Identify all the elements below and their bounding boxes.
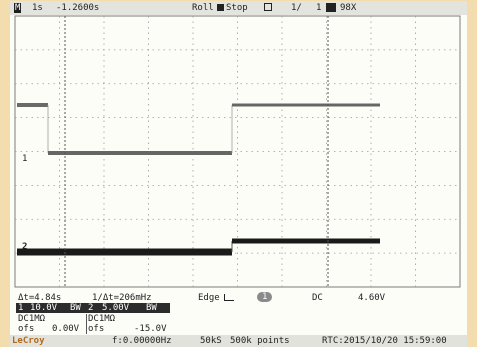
ch1-offset-label: ofs	[18, 324, 35, 334]
status-bar: M 1s -1.2600s Roll Stop 1/ 1 98X	[10, 1, 467, 15]
stop-square-icon	[217, 4, 224, 11]
rising-edge-icon	[224, 294, 234, 301]
frequency-readout: f:0.00000Hz	[112, 336, 172, 346]
ch1-ground-marker[interactable]: 1	[22, 154, 28, 164]
trigger-type[interactable]: Edge	[198, 293, 220, 303]
ch2-coupling[interactable]: DC1MΩ	[88, 314, 116, 324]
brand-logo: LeCroy	[12, 336, 45, 346]
timebase-readout[interactable]: 1s	[32, 3, 43, 13]
ch2-bw: BW	[146, 303, 157, 313]
ch1-trace	[17, 103, 380, 155]
ch2-trace	[17, 238, 380, 256]
ch1-offset[interactable]: 0.00V	[52, 324, 80, 334]
channel-scale-bar	[16, 303, 170, 313]
roll-mode-label[interactable]: Roll	[192, 3, 214, 13]
run-stop-label[interactable]: Stop	[226, 3, 248, 13]
trigger-level[interactable]: 4.60V	[358, 293, 386, 303]
mode-badge[interactable]: M	[14, 3, 22, 13]
save-icon[interactable]	[264, 3, 272, 11]
sample-rate: 50kS	[200, 336, 222, 346]
ch2-offset-label: ofs	[88, 324, 105, 334]
readout-panel: Δt=4.84s 1/Δt=206mHz Edge 1 DC 4.60V 1 1…	[10, 290, 467, 335]
inverse-delta-t-readout: 1/Δt=206mHz	[92, 293, 152, 303]
ch1-bw: BW	[70, 303, 81, 313]
page-indicator[interactable]: 1/	[291, 3, 302, 13]
ch1-coupling[interactable]: DC1MΩ	[18, 314, 46, 324]
oscilloscope-screen: M 1s -1.2600s Roll Stop 1/ 1 98X	[10, 1, 467, 347]
delta-t-readout: Δt=4.84s	[18, 293, 62, 303]
battery-level: 98X	[340, 3, 357, 13]
ch2-scale[interactable]: 5.00V	[102, 303, 130, 313]
ch1-scale[interactable]: 10.0V	[30, 303, 58, 313]
waveform-display	[14, 15, 461, 288]
ch2-ground-marker[interactable]: 2	[22, 242, 28, 252]
bottom-status-bar: LeCroy f:0.00000Hz 50kS 500k points RTC:…	[10, 335, 467, 347]
trigger-delay-readout[interactable]: -1.2600s	[56, 3, 100, 13]
ch2-label[interactable]: 2	[88, 303, 94, 313]
trigger-source-badge[interactable]: 1	[257, 292, 273, 302]
ch2-offset[interactable]: -15.0V	[134, 324, 167, 334]
trigger-coupling[interactable]: DC	[312, 293, 323, 303]
ch1-label[interactable]: 1	[18, 303, 24, 313]
rtc-clock: RTC:2015/10/20 15:59:00	[322, 336, 447, 346]
channel-divider	[86, 314, 87, 334]
page-total: 1	[316, 3, 322, 13]
record-length: 500k points	[230, 336, 290, 346]
battery-icon	[326, 3, 336, 12]
